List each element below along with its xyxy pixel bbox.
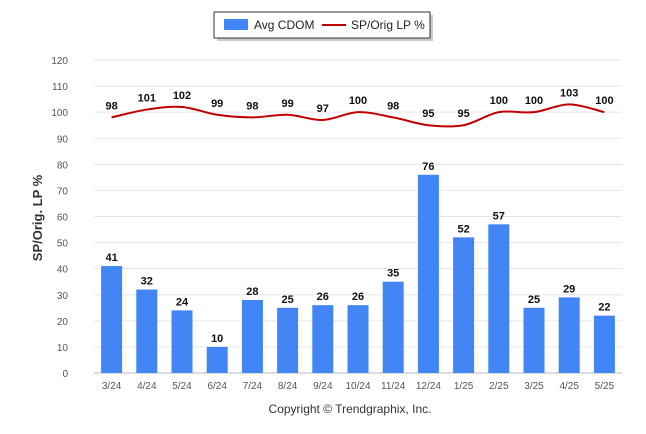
legend-label-sp-orig-lp: SP/Orig LP % bbox=[351, 18, 425, 32]
line-value-label: 100 bbox=[525, 95, 543, 107]
x-tick-label: 9/24 bbox=[313, 381, 333, 392]
bar bbox=[347, 305, 369, 373]
bar bbox=[417, 174, 439, 373]
line-value-label: 100 bbox=[349, 95, 367, 107]
line-value-label: 95 bbox=[422, 108, 434, 120]
bar-value-label: 24 bbox=[176, 296, 189, 308]
bar-value-label: 57 bbox=[493, 210, 505, 222]
line-value-label: 100 bbox=[595, 95, 613, 107]
x-tick-label: 6/24 bbox=[207, 381, 227, 392]
y-tick-label: 10 bbox=[57, 343, 69, 354]
bar bbox=[593, 315, 615, 373]
sp-orig-lp-line bbox=[111, 103, 605, 128]
bar-value-label: 29 bbox=[563, 283, 575, 295]
bar-value-label: 52 bbox=[457, 223, 469, 235]
x-tick-label: 2/25 bbox=[489, 381, 509, 392]
bar-value-label: 25 bbox=[281, 294, 293, 306]
x-tick-label: 3/24 bbox=[102, 381, 122, 392]
bar bbox=[241, 299, 263, 373]
bar-value-label: 35 bbox=[387, 268, 399, 280]
copyright-credit: Copyright © Trendgraphix, Inc. bbox=[269, 402, 432, 416]
bar bbox=[136, 289, 158, 373]
y-tick-label: 80 bbox=[57, 160, 69, 171]
line-value-label: 100 bbox=[490, 95, 508, 107]
line-value-label: 102 bbox=[173, 90, 191, 102]
bar-value-label: 26 bbox=[352, 291, 364, 303]
legend: Avg CDOM SP/Orig LP % bbox=[213, 11, 433, 41]
legend-swatch-bar bbox=[224, 19, 248, 30]
x-axis-ticks: 3/24 4/24 5/24 6/24 7/24 8/24 9/24 10/24 11/24 12… bbox=[102, 381, 615, 392]
data-labels: 41 32 24 10 28 25 26 26 35 76 52 57 25 29 22 98 101 102 99… bbox=[105, 87, 613, 345]
x-tick-label: 7/24 bbox=[243, 381, 263, 392]
y-tick-label: 60 bbox=[57, 213, 69, 224]
bar bbox=[558, 297, 580, 373]
y-tick-label: 70 bbox=[57, 186, 69, 197]
bar-value-label: 10 bbox=[211, 333, 223, 345]
x-tick-label: 5/25 bbox=[595, 381, 615, 392]
line-value-label: 98 bbox=[105, 100, 117, 112]
bar bbox=[453, 237, 475, 373]
x-tick-label: 1/25 bbox=[454, 381, 474, 392]
line-value-label: 99 bbox=[211, 98, 223, 110]
line-value-label: 99 bbox=[281, 98, 293, 110]
y-tick-label: 50 bbox=[57, 239, 69, 250]
bar bbox=[312, 305, 334, 373]
line-value-label: 98 bbox=[246, 100, 258, 112]
bar-value-label: 32 bbox=[141, 276, 153, 288]
y-tick-label: 30 bbox=[57, 291, 69, 302]
y-tick-label: 110 bbox=[52, 82, 68, 93]
y-tick-label: 90 bbox=[57, 134, 69, 145]
line-value-label: 101 bbox=[138, 93, 156, 105]
bar bbox=[101, 266, 123, 373]
bar-value-label: 28 bbox=[246, 286, 258, 298]
bar bbox=[171, 310, 193, 373]
y-axis-label: SP/Orig. LP % bbox=[30, 174, 45, 261]
bar-value-label: 76 bbox=[422, 161, 434, 173]
x-tick-label: 3/25 bbox=[524, 381, 544, 392]
line-value-label: 95 bbox=[457, 108, 469, 120]
y-tick-label: 120 bbox=[51, 56, 68, 67]
line-value-label: 103 bbox=[560, 87, 578, 99]
bar-value-label: 26 bbox=[317, 291, 329, 303]
x-tick-label: 11/24 bbox=[381, 381, 406, 392]
bar bbox=[206, 346, 228, 373]
x-tick-label: 4/24 bbox=[137, 381, 157, 392]
line-series bbox=[111, 103, 605, 128]
y-tick-label: 40 bbox=[57, 265, 69, 276]
line-value-label: 98 bbox=[387, 100, 399, 112]
legend-label-avg-cdom: Avg CDOM bbox=[254, 18, 314, 32]
y-tick-label: 0 bbox=[62, 369, 68, 380]
x-tick-label: 10/24 bbox=[345, 381, 370, 392]
y-tick-label: 20 bbox=[57, 317, 69, 328]
bar-value-label: 41 bbox=[105, 252, 117, 264]
bar bbox=[382, 281, 404, 373]
y-tick-label: 100 bbox=[51, 108, 68, 119]
bar-value-label: 25 bbox=[528, 294, 540, 306]
x-tick-label: 12/24 bbox=[416, 381, 441, 392]
x-tick-label: 5/24 bbox=[172, 381, 192, 392]
line-value-label: 97 bbox=[317, 103, 329, 115]
bar bbox=[277, 307, 299, 373]
bar bbox=[523, 307, 545, 373]
x-tick-label: 8/24 bbox=[278, 381, 298, 392]
y-axis-ticks: 0 10 20 30 40 50 60 70 80 90 100 110 120 bbox=[51, 56, 68, 380]
bar-series bbox=[101, 174, 615, 373]
bar-value-label: 22 bbox=[598, 302, 610, 314]
bar bbox=[488, 224, 510, 373]
x-tick-label: 4/25 bbox=[559, 381, 579, 392]
